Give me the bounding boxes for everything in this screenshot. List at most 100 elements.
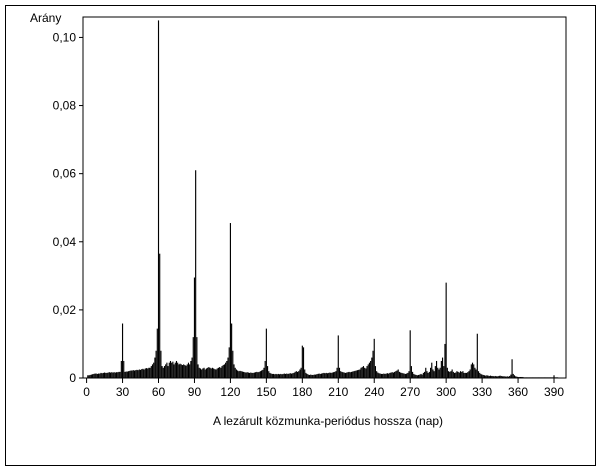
bar xyxy=(328,372,330,378)
x-tick-label: 360 xyxy=(508,385,528,399)
bar xyxy=(233,364,235,378)
bar xyxy=(376,371,378,378)
bar xyxy=(311,374,313,378)
bar xyxy=(162,367,164,378)
bar xyxy=(100,372,102,378)
bar xyxy=(391,372,393,378)
bar xyxy=(181,365,184,378)
bar xyxy=(187,362,190,378)
bar xyxy=(155,350,157,378)
bars-group xyxy=(87,20,559,378)
bar xyxy=(110,372,112,378)
bar xyxy=(265,328,267,378)
bar xyxy=(360,367,362,378)
bar xyxy=(370,360,372,378)
bar xyxy=(330,372,332,378)
bar xyxy=(253,372,255,378)
bar xyxy=(210,368,212,378)
bar xyxy=(336,367,338,378)
bar xyxy=(487,375,489,378)
bar xyxy=(302,347,305,378)
bar xyxy=(438,369,440,378)
y-tick-label: 0,06 xyxy=(53,167,77,181)
bar xyxy=(464,372,466,378)
bar xyxy=(88,375,90,378)
bar xyxy=(412,371,414,378)
bar xyxy=(354,370,356,378)
bar xyxy=(322,373,324,378)
bar xyxy=(238,371,240,378)
bar xyxy=(519,376,522,378)
bar xyxy=(120,360,122,378)
bar xyxy=(469,369,471,378)
bar xyxy=(139,369,142,378)
bar xyxy=(190,360,192,378)
bar xyxy=(235,369,237,378)
bar xyxy=(240,371,242,378)
bar xyxy=(474,367,476,378)
bar xyxy=(203,367,205,378)
bar xyxy=(228,347,230,378)
bar xyxy=(389,372,391,378)
bar xyxy=(397,369,399,378)
bar xyxy=(169,360,172,378)
bar xyxy=(268,371,270,378)
bar xyxy=(198,367,200,378)
bar xyxy=(262,369,264,378)
bar xyxy=(358,369,360,378)
bar xyxy=(480,373,482,378)
bar xyxy=(364,367,366,378)
bar xyxy=(180,364,182,378)
bar xyxy=(274,374,276,378)
bar xyxy=(278,374,281,378)
bar xyxy=(488,375,490,378)
bar xyxy=(348,371,350,378)
x-tick-label: 330 xyxy=(472,385,492,399)
bar xyxy=(323,372,325,378)
x-tick-label: 90 xyxy=(188,385,202,399)
bar xyxy=(106,372,108,378)
bar xyxy=(129,370,131,378)
bar xyxy=(108,372,110,378)
bar xyxy=(172,361,174,378)
bar xyxy=(289,373,291,378)
bar xyxy=(410,366,412,378)
bar xyxy=(440,360,442,378)
bar xyxy=(299,369,301,378)
bar xyxy=(305,372,307,378)
bar xyxy=(395,371,397,378)
bar xyxy=(280,373,282,378)
x-tick-label: 270 xyxy=(400,385,420,399)
bar xyxy=(272,373,275,378)
bar xyxy=(415,374,417,378)
bar xyxy=(269,372,271,378)
bar xyxy=(111,372,113,378)
bar xyxy=(356,370,359,378)
bar xyxy=(193,277,196,378)
bar xyxy=(409,330,411,378)
bar xyxy=(326,373,329,378)
bar xyxy=(485,375,487,378)
bar xyxy=(384,373,386,378)
bar xyxy=(365,368,367,378)
bar xyxy=(473,364,475,378)
bar xyxy=(362,366,365,378)
bar xyxy=(207,367,209,378)
bar xyxy=(202,368,204,378)
bar xyxy=(178,364,180,378)
bar xyxy=(513,375,516,378)
bar xyxy=(511,359,513,378)
bar xyxy=(495,376,498,378)
bar xyxy=(298,371,300,378)
bar xyxy=(174,362,176,378)
bar xyxy=(177,362,179,378)
bar xyxy=(276,374,278,378)
bar xyxy=(208,367,210,378)
bar xyxy=(217,367,219,378)
bar xyxy=(510,374,512,378)
y-ticks-group: 0 0,02 0,04 0,06 0,08 0,10 xyxy=(53,30,83,385)
y-tick-label: 0,08 xyxy=(53,99,77,113)
bar xyxy=(521,376,523,378)
bar xyxy=(418,374,420,378)
bar xyxy=(246,372,248,378)
